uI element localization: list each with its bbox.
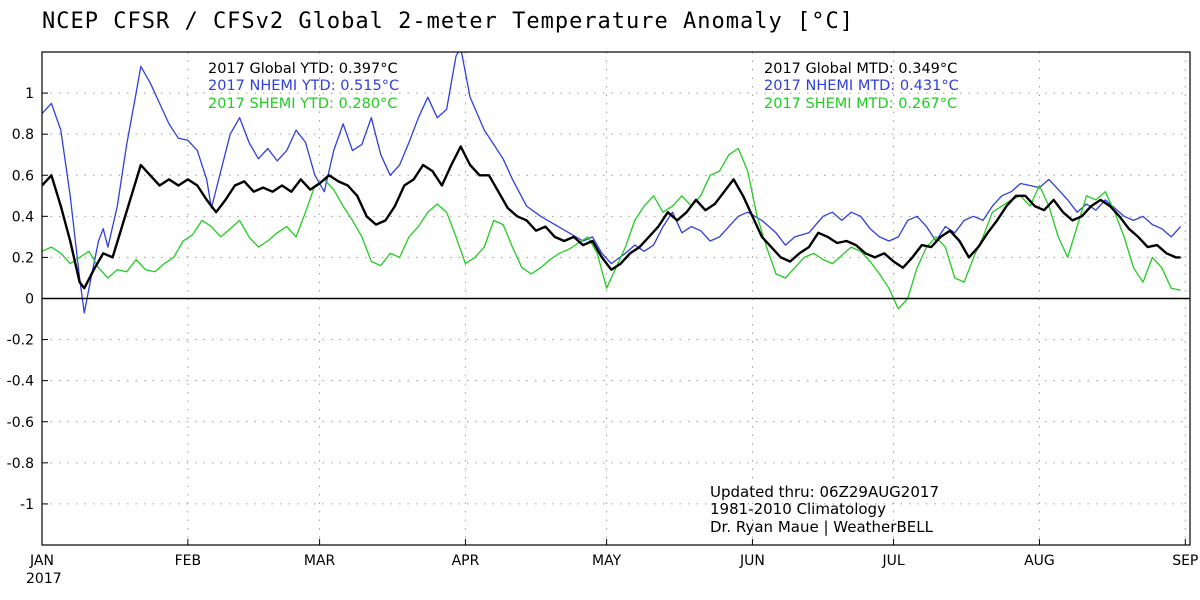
series-line-nhemi [42,52,1182,314]
x-tick-label: MAY [592,553,622,569]
series-line-global [42,145,1181,290]
series-line-shemi [42,147,1181,310]
y-tick-label: 0.6 [12,168,34,184]
y-tick-label: 1 [25,86,34,102]
y-tick-label: 0.8 [12,127,34,143]
stat-nhemi-ytd: 2017 NHEMI YTD: 0.515°C [208,78,399,94]
x-axis-ticks: JAN FEB MAR APR MAY JUN JUL AUG SEP [29,539,1198,569]
y-tick-label: -0.4 [7,374,34,390]
x-axis-year-label: 2017 [26,571,62,587]
y-tick-label: 0.4 [12,209,34,225]
y-tick-label: 0 [25,292,34,308]
stat-shemi-ytd: 2017 SHEMI YTD: 0.280°C [208,96,397,112]
y-axis-ticks: 1 0.8 0.6 0.4 0.2 0 -0.2 -0.4 -0.6 -0.8 -1 [7,86,48,513]
y-tick-label: -0.6 [7,415,34,431]
y-tick-label: -0.2 [7,333,34,349]
x-tick-label: SEP [1172,553,1198,569]
series-lines [42,52,1182,314]
stat-shemi-mtd: 2017 SHEMI MTD: 0.267°C [764,96,957,112]
x-tick-label: JAN [29,553,54,569]
x-tick-label: AUG [1024,553,1055,569]
y-tick-label: -1 [20,497,34,513]
stat-global-ytd: 2017 Global YTD: 0.397°C [208,61,398,77]
ytd-stats: 2017 Global YTD: 0.397°C 2017 NHEMI YTD:… [208,61,399,112]
stat-nhemi-mtd: 2017 NHEMI MTD: 0.431°C [764,78,959,94]
y-tick-label: -0.8 [7,456,34,472]
x-tick-label: FEB [175,553,202,569]
updated-text: Updated thru: 06Z29AUG2017 [710,483,939,501]
y-tick-label: 0.2 [12,250,34,266]
chart-title: NCEP CFSR / CFSv2 Global 2-meter Tempera… [42,9,854,34]
mtd-stats: 2017 Global MTD: 0.349°C 2017 NHEMI MTD:… [764,61,959,112]
x-tick-label: MAR [304,553,336,569]
x-tick-label: JUN [739,553,765,569]
climatology-text: 1981-2010 Climatology [710,500,886,518]
author-text: Dr. Ryan Maue | WeatherBELL [710,518,934,536]
credits: Updated thru: 06Z29AUG2017 1981-2010 Cli… [710,483,939,536]
x-tick-label: APR [452,553,480,569]
x-tick-label: JUL [881,553,904,569]
stat-global-mtd: 2017 Global MTD: 0.349°C [764,61,957,77]
